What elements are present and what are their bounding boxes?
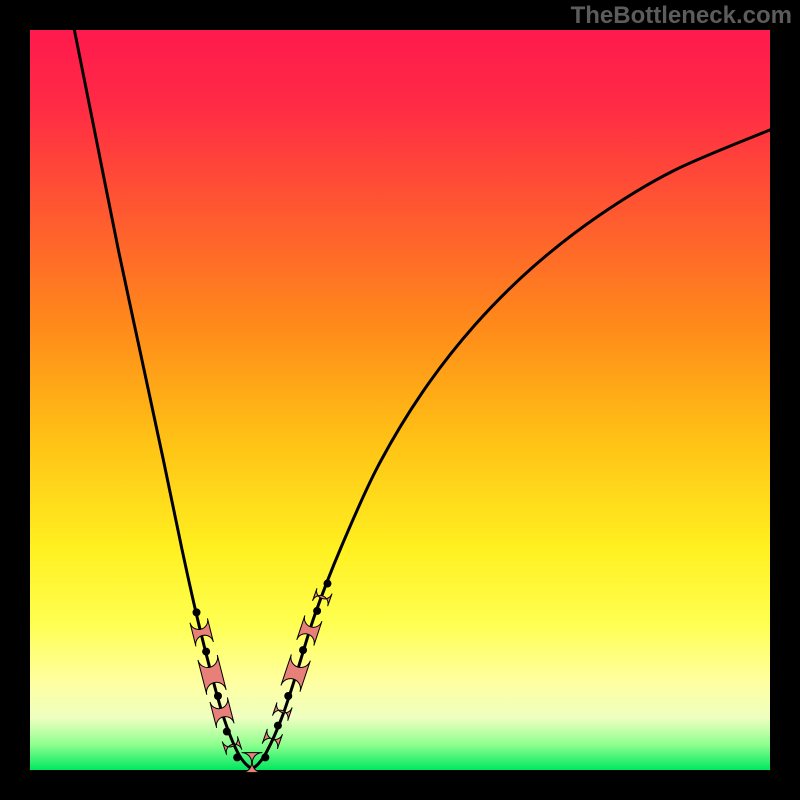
- marker-dot: [202, 648, 210, 656]
- marker-dot: [313, 607, 321, 615]
- chart-container: TheBottleneck.com: [0, 0, 800, 800]
- marker-dot: [299, 646, 307, 654]
- marker-dot: [261, 753, 269, 761]
- marker-dot: [233, 753, 241, 761]
- marker-dot: [284, 692, 292, 700]
- marker-dot: [323, 580, 331, 588]
- bottleneck-chart: [0, 0, 800, 800]
- marker-dot: [274, 722, 282, 730]
- marker-dot: [223, 728, 231, 736]
- marker-dot: [214, 692, 222, 700]
- marker-dot: [193, 608, 201, 616]
